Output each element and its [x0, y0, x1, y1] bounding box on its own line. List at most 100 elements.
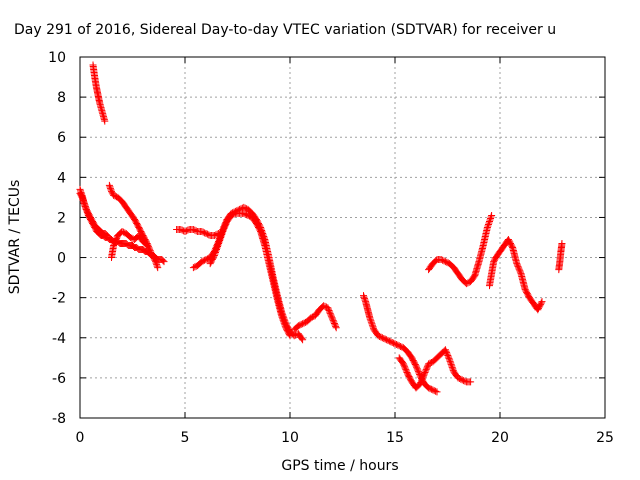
data-point	[516, 267, 524, 275]
data-point	[417, 378, 425, 386]
data-point	[419, 374, 427, 382]
data-point	[213, 246, 220, 254]
axis-ticks	[79, 56, 606, 419]
data-point	[215, 240, 223, 248]
data-point	[210, 252, 218, 260]
data-point	[401, 364, 409, 372]
data-point	[327, 311, 335, 319]
data-point	[218, 229, 226, 237]
data-point	[280, 318, 288, 326]
data-point	[286, 332, 294, 340]
data-point	[367, 318, 375, 326]
data-point	[154, 264, 162, 272]
data-point	[330, 319, 338, 327]
data-point	[367, 317, 375, 325]
data-point	[483, 223, 491, 231]
data-point	[324, 305, 332, 313]
data-point	[447, 360, 455, 368]
data-point	[299, 336, 307, 344]
data-point	[328, 314, 336, 322]
data-point	[103, 231, 111, 239]
data-point	[152, 259, 160, 267]
data-point	[514, 262, 522, 270]
data-point	[81, 202, 89, 210]
data-point	[210, 253, 218, 261]
y-tick-label: -6	[52, 371, 66, 387]
data-point	[413, 365, 421, 373]
data-point	[325, 307, 333, 315]
data-point	[216, 237, 224, 245]
y-tick-label: 8	[57, 90, 66, 106]
data-point	[446, 356, 454, 364]
x-tick-label: 0	[76, 430, 85, 446]
data-point	[366, 315, 374, 323]
data-point	[106, 183, 114, 191]
data-point	[219, 226, 227, 234]
data-point	[416, 380, 424, 388]
data-point	[219, 227, 227, 235]
data-point	[447, 359, 455, 367]
data-point	[515, 264, 523, 272]
data-point	[80, 199, 88, 207]
data-point	[217, 234, 225, 241]
data-point	[402, 366, 410, 374]
data-point	[146, 247, 154, 255]
data-point	[110, 240, 118, 248]
data-point	[143, 242, 151, 250]
data-point	[214, 241, 222, 249]
data-point	[106, 184, 114, 192]
data-point	[221, 222, 229, 230]
data-point	[449, 365, 457, 373]
data-point	[332, 324, 340, 332]
data-point	[445, 354, 453, 362]
data-point	[360, 292, 367, 300]
x-tick-label: 25	[596, 430, 614, 446]
data-point	[111, 239, 119, 247]
data-point	[326, 309, 334, 317]
data-point	[484, 222, 492, 230]
chart-title: Day 291 of 2016, Sidereal Day-to-day VTE…	[14, 22, 556, 38]
data-point	[153, 262, 161, 270]
data-point	[413, 363, 421, 371]
y-tick-label: 10	[48, 50, 66, 66]
data-point	[467, 378, 475, 386]
data-point	[330, 318, 338, 326]
data-point	[366, 314, 374, 322]
data-point	[399, 360, 407, 368]
data-point	[111, 237, 119, 245]
data-points	[76, 61, 566, 396]
data-point	[432, 387, 440, 395]
data-point	[488, 211, 496, 219]
data-point	[331, 321, 339, 329]
data-point	[326, 308, 334, 316]
data-point	[420, 371, 428, 379]
data-point	[486, 216, 494, 224]
data-point	[441, 346, 449, 354]
data-point	[484, 220, 492, 228]
data-point	[281, 322, 289, 330]
data-point	[211, 250, 219, 258]
data-point	[368, 320, 376, 328]
data-point	[332, 322, 340, 330]
data-point	[513, 261, 521, 269]
data-point	[327, 312, 335, 320]
data-point	[324, 304, 332, 312]
data-point	[516, 268, 524, 276]
data-point	[107, 186, 115, 194]
data-point	[442, 347, 450, 355]
x-tick-label: 20	[491, 430, 509, 446]
data-point	[214, 243, 222, 251]
data-point	[558, 240, 566, 248]
data-point	[160, 258, 168, 266]
data-point	[361, 295, 369, 303]
data-point	[487, 214, 495, 222]
data-point	[448, 362, 456, 370]
data-point	[448, 363, 456, 371]
data-point	[218, 230, 226, 238]
data-point	[487, 213, 495, 221]
data-point	[281, 321, 289, 329]
y-tick-label: 2	[57, 210, 66, 226]
data-point	[81, 201, 89, 209]
data-point	[217, 232, 225, 240]
